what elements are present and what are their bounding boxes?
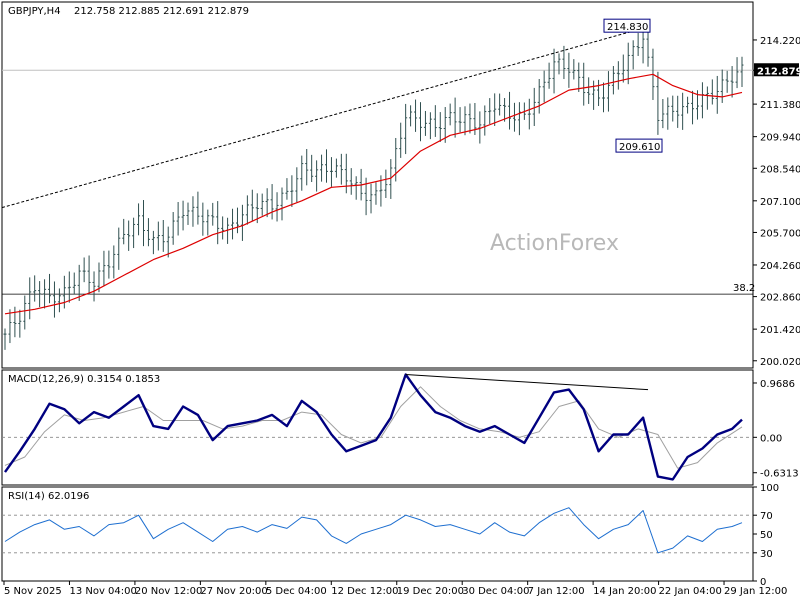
y-tick-label-price: 202.860 — [760, 293, 800, 304]
macd-main-line — [4, 373, 743, 481]
y-tick-label-rsi: 50 — [760, 530, 773, 541]
y-tick-label-price: 208.540 — [760, 164, 800, 175]
rsi-line — [4, 507, 743, 554]
y-tick-label-price: 201.420 — [760, 325, 800, 336]
x-tick-label: 14 Jan 20:00 — [593, 586, 656, 597]
y-tick-label-rsi: 70 — [760, 511, 773, 522]
x-tick-label: 22 Jan 04:00 — [659, 586, 722, 597]
y-tick-label-price: 200.020 — [760, 357, 800, 368]
y-tick-label-macd: 0.00 — [760, 433, 782, 444]
y-tick-label-macd: 0.9686 — [760, 379, 795, 390]
panel-frame-macd — [1, 369, 754, 486]
panel-frame-price — [1, 1, 754, 369]
header-ohlc: 212.758 212.885 212.691 212.879 — [74, 6, 249, 17]
x-tick-label: 13 Nov 04:00 — [69, 586, 136, 597]
macd-divergence-line — [405, 373, 649, 391]
x-tick-label: 5 Dec 04:00 — [266, 586, 327, 597]
x-tick-label: 29 Jan 12:00 — [724, 586, 787, 597]
x-tick-label: 27 Nov 20:00 — [200, 586, 267, 597]
y-tick-label-rsi: 30 — [760, 549, 773, 560]
y-tick-label-rsi: 100 — [760, 483, 779, 494]
rsi-label: RSI(14) 62.0196 — [8, 491, 89, 502]
x-tick-label: 19 Dec 20:00 — [397, 586, 464, 597]
rising-trendline — [1, 26, 649, 209]
macd-label: MACD(12,26,9) 0.3154 0.1853 — [8, 374, 160, 385]
y-tick-label-macd: -0.6313 — [760, 469, 799, 480]
y-tick-label-price: 207.100 — [760, 197, 800, 208]
label-layer: 214.220 212.879 211.380 209.940 208.540 207.1… — [3, 18, 800, 597]
moving-average-line — [4, 73, 743, 315]
x-tick-label: 12 Dec 12:00 — [331, 586, 398, 597]
header-symbol: GBPJPY,H4 — [8, 6, 61, 17]
current-price-flag — [754, 63, 799, 77]
annotation-label: 209.610 — [619, 142, 660, 153]
current-price-label: 212.879 — [757, 66, 800, 77]
series-layer — [1, 23, 744, 554]
y-tick-label-rsi: 0 — [760, 577, 766, 588]
annotation-label: 214.830 — [607, 22, 648, 33]
y-tick-label-price: 211.380 — [760, 100, 800, 111]
annotation-box — [615, 138, 663, 153]
x-tick-label: 7 Jan 12:00 — [528, 586, 585, 597]
x-tick-label: 5 Nov 2025 — [4, 586, 62, 597]
macd-signal-line — [4, 386, 743, 469]
y-tick-label-price: 204.260 — [760, 261, 800, 272]
annotation-box — [603, 18, 651, 33]
x-tick-label: 20 Nov 12:00 — [135, 586, 202, 597]
fib-level-label: 38.2 — [733, 283, 755, 294]
x-tick-label: 30 Dec 04:00 — [462, 586, 529, 597]
y-tick-label-price: 214.220 — [760, 36, 800, 47]
y-tick-label-price: 205.700 — [760, 228, 800, 239]
watermark: ActionForex — [490, 231, 619, 256]
y-tick-label-price: 209.940 — [760, 133, 800, 144]
